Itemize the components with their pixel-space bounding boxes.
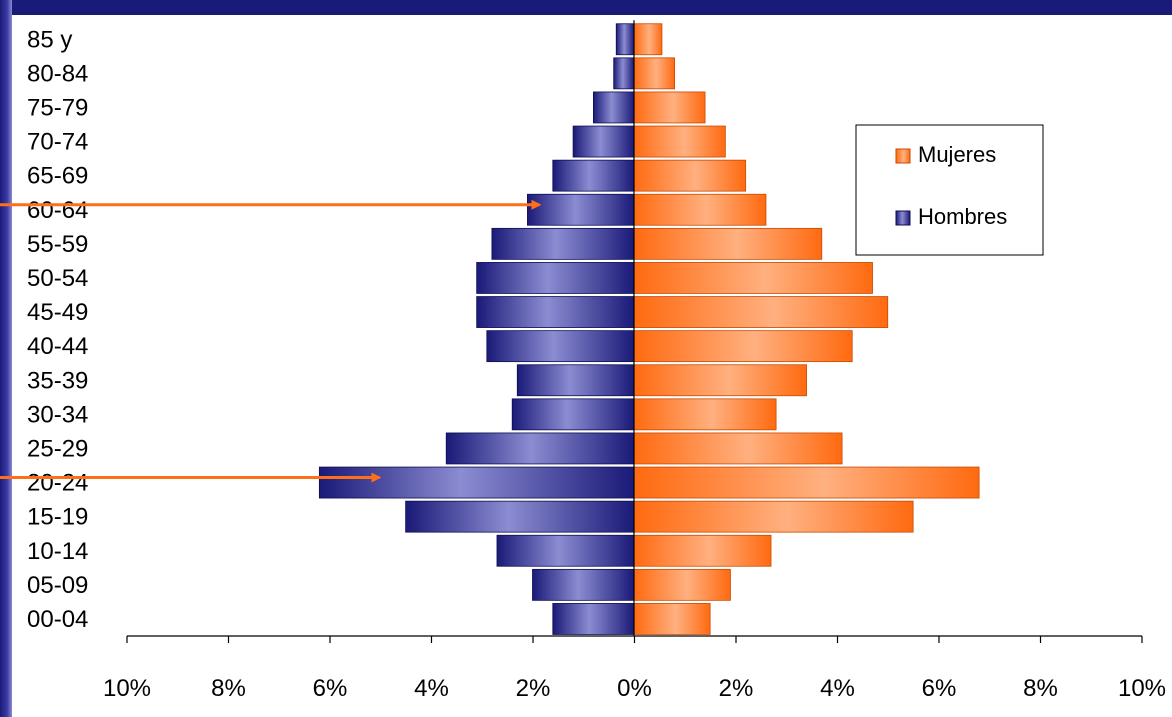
bar-mujeres [633, 262, 873, 294]
bar-hombres [476, 296, 635, 328]
category-label: 40-44 [27, 333, 88, 360]
category-label: 60-64 [27, 197, 88, 224]
bar-hombres [532, 568, 635, 601]
category-label: 85 y [27, 26, 72, 53]
legend-swatch [895, 210, 911, 226]
bar-hombres [527, 193, 635, 226]
category-label: 25-29 [27, 435, 88, 462]
bar-mujeres [633, 568, 731, 601]
bar-hombres [405, 500, 635, 533]
bar-hombres [552, 159, 635, 192]
bar-mujeres [633, 432, 843, 465]
bar-hombres [613, 57, 635, 90]
bar-mujeres [633, 466, 980, 499]
x-tick-label: 6% [313, 675, 348, 702]
bar-hombres [552, 603, 635, 635]
category-label: 70-74 [27, 129, 88, 156]
bar-hombres [496, 534, 635, 567]
bar-mujeres [633, 500, 914, 533]
category-label: 45-49 [27, 299, 88, 326]
bar-mujeres [633, 23, 663, 56]
bar-hombres [572, 125, 635, 158]
category-label: 35-39 [27, 367, 88, 394]
category-label: 05-09 [27, 572, 88, 599]
x-tick-label: 10% [1118, 675, 1166, 702]
bar-mujeres [633, 125, 726, 158]
category-label: 20-24 [27, 470, 88, 497]
category-label: 30-34 [27, 401, 88, 428]
x-tick-label: 4% [820, 675, 855, 702]
slide-left-border [0, 0, 12, 717]
x-tick-label: 10% [103, 675, 151, 702]
bar-hombres [593, 91, 635, 124]
bar-mujeres [633, 534, 772, 567]
bar-hombres [615, 23, 635, 56]
bar-mujeres [633, 398, 777, 431]
bar-mujeres [633, 330, 853, 363]
bar-mujeres [633, 57, 675, 90]
bar-hombres [445, 432, 635, 465]
legend-label: Mujeres [918, 142, 996, 167]
bar-hombres [491, 227, 635, 260]
category-label: 50-54 [27, 265, 88, 292]
bar-hombres [486, 330, 635, 363]
bar-mujeres [633, 364, 807, 397]
legend-box [855, 124, 1044, 256]
category-label: 15-19 [27, 504, 88, 531]
category-label: 65-69 [27, 163, 88, 190]
x-tick-label: 2% [516, 675, 551, 702]
bar-hombres [511, 398, 635, 431]
x-tick-label: 0% [617, 675, 652, 702]
x-tick-label: 2% [719, 675, 754, 702]
bar-mujeres [633, 193, 767, 226]
bar-mujeres [633, 227, 823, 260]
bar-mujeres [633, 159, 747, 192]
x-tick-label: 8% [1023, 675, 1058, 702]
bar-mujeres [633, 296, 889, 328]
bar-mujeres [633, 91, 706, 124]
bar-hombres [516, 364, 635, 397]
category-label: 75-79 [27, 94, 88, 121]
category-label: 80-84 [27, 60, 88, 87]
category-label: 10-14 [27, 538, 88, 565]
legend-swatch [895, 148, 911, 164]
x-tick-label: 6% [922, 675, 957, 702]
legend-label: Hombres [918, 204, 1007, 229]
slide-top-border [0, 0, 1172, 15]
bar-hombres [476, 262, 635, 294]
x-tick-label: 4% [414, 675, 449, 702]
bar-mujeres [633, 603, 711, 635]
category-label: 00-04 [27, 606, 88, 633]
category-label: 55-59 [27, 231, 88, 258]
x-tick-label: 8% [211, 675, 246, 702]
bar-hombres [318, 466, 635, 499]
